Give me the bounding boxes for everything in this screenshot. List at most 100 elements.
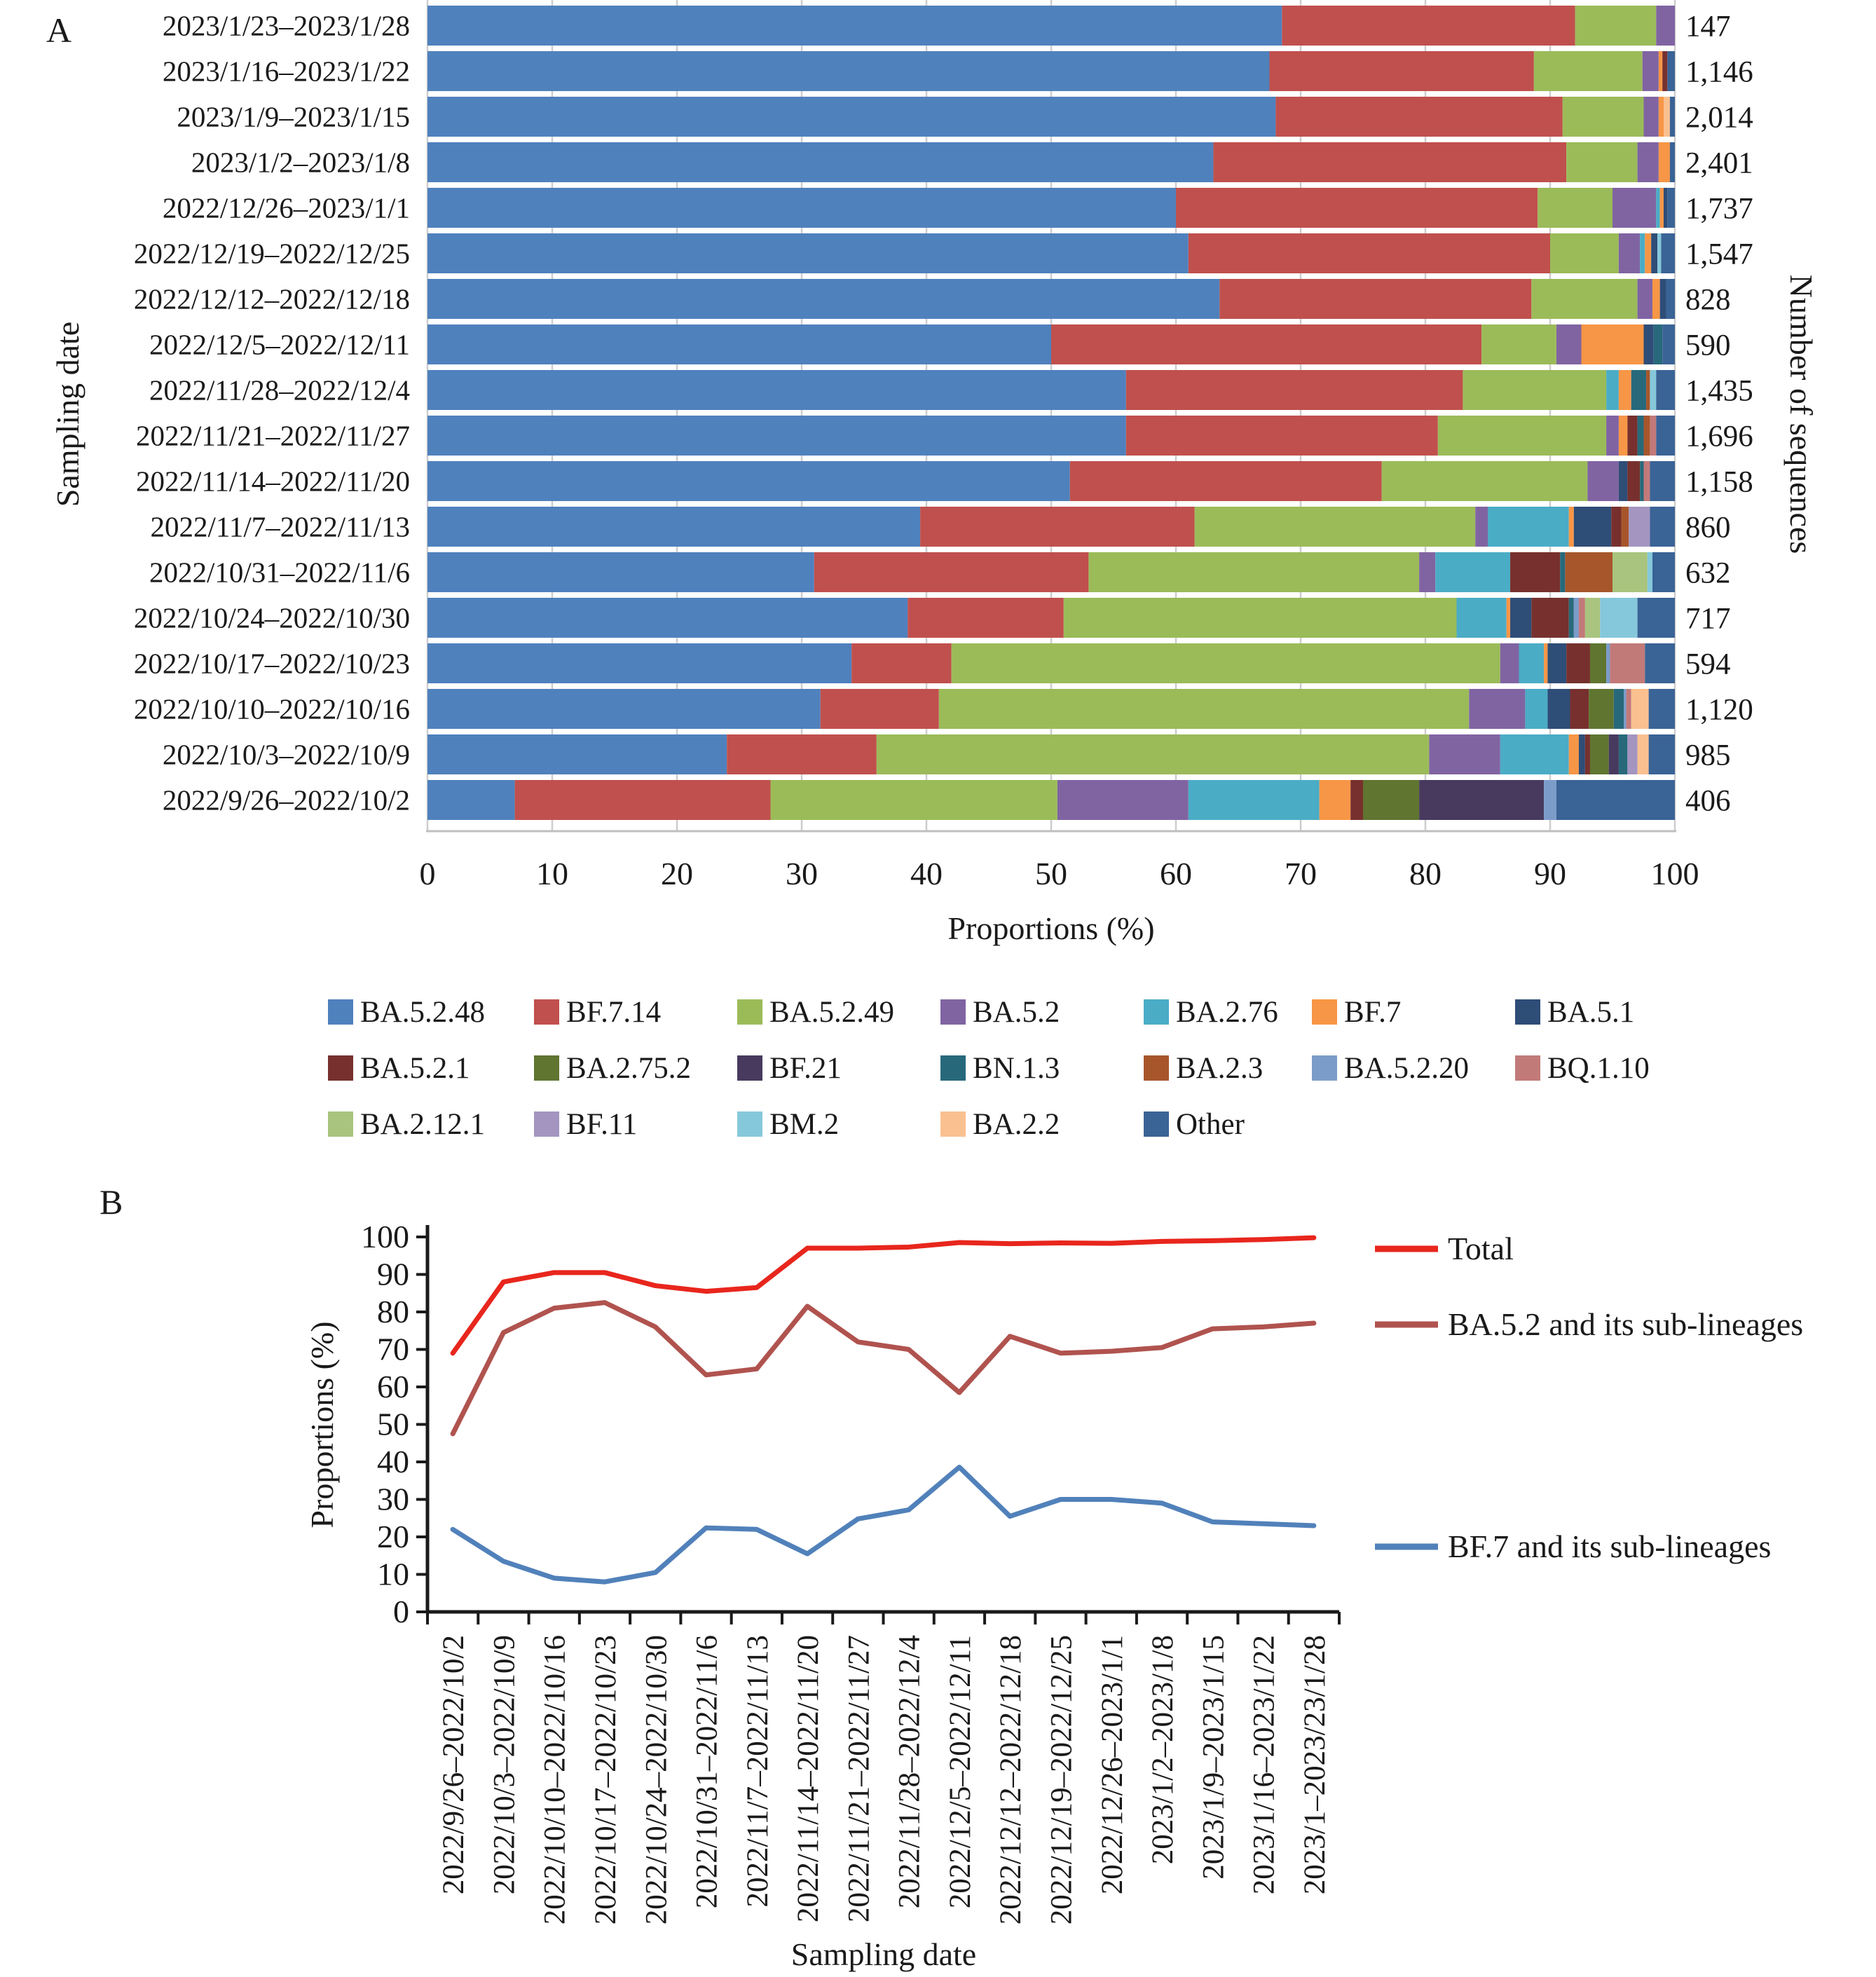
series-legend-label: Total [1448, 1231, 1514, 1266]
bar-segment-BA.5.2.1 [1611, 507, 1622, 547]
legend-item: BA.5.2.49 [737, 995, 894, 1029]
bar-segment-BA.2.3 [1621, 507, 1629, 547]
legend-label: BF.11 [566, 1107, 638, 1141]
bar-segment-BA.5.2.48 [427, 780, 515, 820]
panel-a-x-axis-title: Proportions (%) [947, 910, 1155, 946]
bar-segment-BA.5.2.48 [427, 370, 1126, 410]
bar-segment-BA.5.1 [1573, 507, 1612, 547]
legend-label: BF.7.14 [566, 995, 662, 1029]
legend-label: BA.5.2.20 [1344, 1051, 1469, 1085]
bar-segment-BA.2.76 [1656, 188, 1660, 228]
x-category-label: 2022/11/14–2022/11/20 [792, 1635, 825, 1922]
legend-label: BA.2.12.1 [360, 1107, 485, 1141]
legend-label: BQ.1.10 [1547, 1051, 1650, 1085]
legend-item: BF.7.14 [534, 995, 661, 1029]
bar-segment-BA.5.2 [1656, 6, 1675, 46]
bar-segment-BF.7.14 [1213, 142, 1567, 182]
legend-swatch [534, 1055, 559, 1081]
bar-segment-BA.5.2.48 [427, 97, 1276, 137]
bar-segment-BN.1.3 [1613, 689, 1624, 729]
bar-segment-BA.2.75.2 [1589, 643, 1607, 683]
bar-segment-BA.5.2.1 [1627, 416, 1638, 456]
bar-segment-BA.5.2.49 [770, 780, 1057, 820]
bar-segment-Other [1656, 416, 1675, 456]
legend-swatch [328, 1055, 353, 1081]
bar-segment-BA.5.2.48 [427, 416, 1126, 456]
bar-segment-BA.5.2.48 [427, 279, 1220, 319]
bar-segment-BF.7.14 [1282, 6, 1575, 46]
row-date-label: 2022/10/3–2022/10/9 [163, 739, 410, 771]
bar-segment-BA.5.2.49 [1194, 507, 1476, 547]
bar-segment-Other [1667, 51, 1675, 91]
bar-segment-BA.5.1 [1510, 598, 1532, 638]
legend-item: BA.2.2 [940, 1107, 1060, 1141]
bar-segment-BF.11 [1629, 507, 1650, 547]
bar-segment-BF.21 [1608, 734, 1619, 774]
row-date-label: 2022/11/14–2022/11/20 [136, 465, 410, 498]
bar-segment-BA.5.2.49 [1550, 233, 1619, 273]
legend-item: BM.2 [737, 1107, 839, 1141]
row-count-label: 828 [1685, 284, 1731, 317]
legend-item: BA.2.3 [1144, 1051, 1263, 1085]
bar-segment-BA.5.2.1 [1662, 51, 1668, 91]
y-tick-label: 10 [377, 1557, 409, 1592]
legend-swatch [1144, 999, 1169, 1025]
bar-segment-BF.7.14 [1051, 324, 1482, 364]
bar-segment-BA.5.2.49 [1562, 97, 1644, 137]
bar-segment-BA.5.2.48 [427, 233, 1189, 273]
legend-label: BA.5.1 [1547, 995, 1635, 1029]
legend-label: Other [1176, 1107, 1245, 1141]
series-line-ba52_line [450, 1300, 1317, 1437]
legend-item: Other [1144, 1107, 1245, 1141]
x-tick-label: 60 [1160, 856, 1192, 891]
bar-segment-Other [1669, 97, 1675, 137]
bar-segment-BF.7.14 [1069, 461, 1382, 501]
bar-segment-BA.5.2.20 [1624, 689, 1627, 729]
bar-segment-Other [1650, 461, 1675, 501]
bar-segment-BA.5.2.1 [1627, 461, 1641, 501]
bar-segment-BF.7 [1568, 734, 1579, 774]
bar-segment-Other [1645, 643, 1675, 683]
bar-segment-BF.7 [1618, 370, 1631, 410]
series-line-bf7_line [450, 1464, 1317, 1585]
y-tick-label: 80 [377, 1294, 409, 1329]
x-tick-label: 80 [1409, 856, 1442, 891]
bar-segment-BA.2.76 [1488, 507, 1569, 547]
x-tick-label: 40 [910, 856, 943, 891]
panel-a-y-axis-title: Sampling date [50, 321, 85, 507]
bar-segment-BF.7.14 [908, 598, 1064, 638]
bar-segment-Other [1662, 324, 1675, 364]
x-category-label: 2022/10/10–2022/10/16 [539, 1635, 572, 1924]
bar-segment-BA.2.3 [1643, 416, 1650, 456]
legend-label: BF.7 [1344, 995, 1402, 1029]
legend-item: BA.2.12.1 [328, 1107, 485, 1141]
bar-segment-BA.5.2.20 [1544, 780, 1556, 820]
bar-segment-BA.5.2 [1637, 142, 1659, 182]
bar-segment-BA.5.1 [1547, 689, 1570, 729]
bar-segment-BM.2 [1650, 370, 1657, 410]
row-date-label: 2022/12/5–2022/12/11 [149, 329, 410, 361]
bar-segment-BA.5.2.1 [1584, 734, 1590, 774]
x-category-label: 2022/9/26–2022/10/2 [437, 1635, 470, 1894]
legend-item: BQ.1.10 [1515, 1051, 1650, 1085]
legend-item: BA.5.2.48 [328, 995, 485, 1029]
bar-segment-BA.5.2.1 [1570, 689, 1589, 729]
bar-segment-BA.5.2.49 [951, 643, 1500, 683]
bar-segment-BF.7.14 [920, 507, 1195, 547]
bar-segment-BA.5.1 [1643, 324, 1654, 364]
bar-segment-BA.5.2.49 [876, 734, 1430, 774]
legend-item: BA.5.2.1 [328, 1051, 470, 1085]
bar-segment-BQ.1.10 [1650, 416, 1657, 456]
bar-segment-BF.7 [1581, 324, 1644, 364]
bar-segment-BA.5.2.49 [1381, 461, 1588, 501]
legend-swatch [940, 1111, 966, 1137]
bar-segment-BN.1.3 [1637, 416, 1644, 456]
row-count-label: 1,120 [1685, 694, 1753, 727]
bar-segment-BF.7 [1319, 780, 1351, 820]
bar-segment-BA.2.76 [1519, 643, 1545, 683]
legend-swatch [1312, 1055, 1337, 1081]
x-tick-label: 20 [661, 856, 693, 891]
bar-segment-BA.5.2.49 [1463, 370, 1607, 410]
bar-segment-BA.5.2 [1643, 97, 1659, 137]
